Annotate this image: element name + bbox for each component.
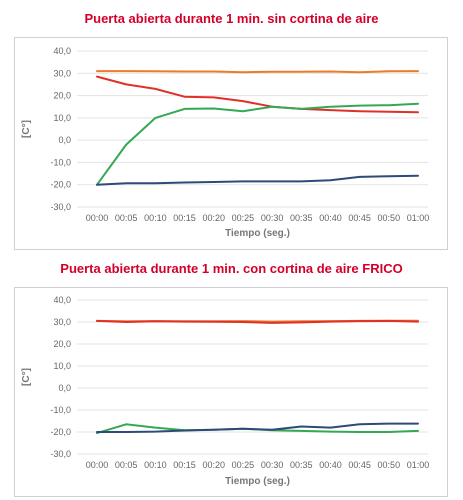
x-tick-label: 00:40	[319, 213, 342, 223]
y-tick-label: 30,0	[53, 317, 71, 327]
chart-title-without-curtain: Puerta abierta durante 1 min. sin cortin…	[84, 11, 379, 26]
x-tick-label: 00:00	[86, 213, 109, 223]
y-tick-label: 10,0	[53, 113, 71, 123]
y-axis-title: [C°]	[21, 120, 32, 138]
series-line-3	[96, 102, 419, 186]
y-tick-label: 30,0	[53, 68, 71, 78]
x-tick-label: 00:20	[202, 213, 225, 223]
x-axis-title: Tiempo (seg.)	[225, 228, 290, 239]
x-tick-label: 00:30	[261, 460, 284, 470]
x-tick-label: 00:45	[348, 213, 371, 223]
y-tick-label: -10,0	[50, 157, 71, 167]
x-tick-label: 00:00	[86, 460, 109, 470]
series-line-1	[96, 70, 419, 74]
series-line-4	[96, 174, 419, 186]
x-tick-label: 00:35	[290, 213, 313, 223]
series-line-2	[96, 75, 419, 114]
series-line-4	[96, 422, 419, 433]
x-tick-label: 00:30	[261, 213, 284, 223]
x-tick-label: 00:50	[378, 213, 401, 223]
y-tick-label: 20,0	[53, 339, 71, 349]
y-tick-label: 40,0	[53, 295, 71, 305]
x-tick-label: 00:20	[202, 460, 225, 470]
y-tick-label: -20,0	[50, 180, 71, 190]
x-tick-label: 00:05	[115, 460, 138, 470]
x-tick-label: 00:35	[290, 460, 313, 470]
y-axis-title: [C°]	[21, 368, 32, 386]
line-chart-without-curtain: 40,0 30,0 20,0 10,0 0,0 -10,0 -20,0 -30,0 00:00 0…	[21, 46, 430, 239]
y-tick-label: 0,0	[58, 135, 71, 145]
y-tick-label: 40,0	[53, 46, 71, 56]
y-tick-label: -30,0	[50, 202, 71, 212]
y-tick-label: 0,0	[58, 383, 71, 393]
x-tick-label: 01:00	[407, 213, 430, 223]
y-tick-label: 10,0	[53, 361, 71, 371]
x-tick-label: 00:05	[115, 213, 138, 223]
x-tick-label: 00:25	[232, 213, 255, 223]
x-tick-label: 00:25	[232, 460, 255, 470]
chart-title-with-curtain: Puerta abierta durante 1 min. con cortin…	[60, 261, 403, 276]
line-chart-with-curtain: 40,0 30,0 20,0 10,0 0,0 -10,0 -20,0 -30,0 00:00 0…	[21, 295, 430, 487]
x-tick-label: 00:15	[173, 213, 196, 223]
x-tick-label: 00:50	[378, 460, 401, 470]
x-tick-label: 00:15	[173, 460, 196, 470]
chart-panel-with-curtain: 40,0 30,0 20,0 10,0 0,0 -10,0 -20,0 -30,0 00:00 0…	[14, 287, 448, 497]
chart-panel-without-curtain: 40,0 30,0 20,0 10,0 0,0 -10,0 -20,0 -30,0 00:00 0…	[14, 37, 448, 250]
x-tick-label: 00:45	[348, 460, 371, 470]
y-tick-label: -20,0	[50, 427, 71, 437]
series-line-2	[96, 319, 419, 324]
x-tick-label: 01:00	[407, 460, 430, 470]
y-tick-label: -10,0	[50, 405, 71, 415]
x-axis-title: Tiempo (seg.)	[225, 476, 290, 487]
y-tick-label: 20,0	[53, 91, 71, 101]
x-tick-label: 00:10	[144, 460, 167, 470]
y-tick-label: -30,0	[50, 449, 71, 459]
x-tick-label: 00:10	[144, 213, 167, 223]
x-tick-label: 00:40	[319, 460, 342, 470]
